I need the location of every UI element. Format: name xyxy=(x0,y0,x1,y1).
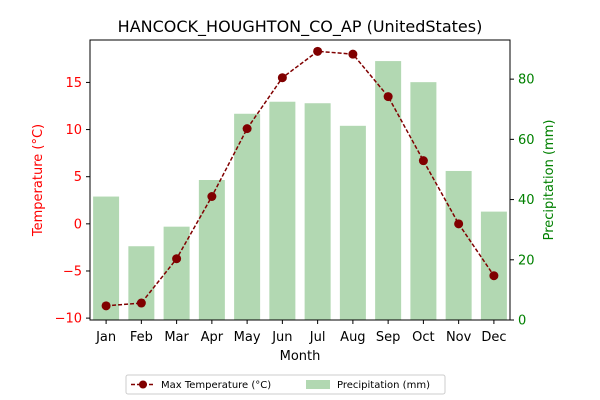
right-y-tick-label: 20 xyxy=(518,253,535,268)
right-y-tick-label: 80 xyxy=(518,73,535,88)
chart-title: HANCOCK_HOUGHTON_CO_AP (UnitedStates) xyxy=(118,17,483,37)
temperature-point-feb xyxy=(137,299,146,308)
x-tick-label: Jan xyxy=(95,330,116,345)
precip-bar-mar xyxy=(164,227,190,320)
left-y-tick-label: 15 xyxy=(65,76,82,91)
x-tick-label: May xyxy=(234,330,261,345)
left-y-axis: −10 −5 0 5 10 15 xyxy=(55,76,90,327)
legend-marker-swatch xyxy=(139,381,147,389)
precip-bar-apr xyxy=(199,180,225,320)
left-y-tick-label: −10 xyxy=(55,312,82,327)
precip-bar-feb xyxy=(128,246,154,320)
left-y-tick-label: 5 xyxy=(74,170,82,185)
precip-bar-oct xyxy=(410,82,436,320)
x-tick-label: Sep xyxy=(376,330,401,345)
x-tick-label: Dec xyxy=(481,330,506,345)
temperature-point-mar xyxy=(172,254,181,263)
right-y-tick-label: 60 xyxy=(518,133,535,148)
precip-bar-jun xyxy=(269,102,295,320)
legend-label-temperature: Max Temperature (°C) xyxy=(161,380,271,391)
temperature-point-sep xyxy=(384,92,393,101)
precip-bar-jul xyxy=(305,103,331,320)
left-axis-label: Temperature (°C) xyxy=(31,124,46,237)
precip-bar-dec xyxy=(481,212,507,320)
x-tick-label: Jul xyxy=(309,330,326,345)
temperature-point-may xyxy=(243,124,252,133)
line-layer xyxy=(102,47,499,311)
precip-bar-may xyxy=(234,114,260,320)
temperature-point-jan xyxy=(102,301,111,310)
legend-bar-swatch xyxy=(306,380,330,389)
temperature-point-dec xyxy=(489,271,498,280)
right-y-axis: 0 20 40 60 80 xyxy=(510,73,535,329)
x-tick-label: Nov xyxy=(446,330,472,345)
left-y-tick-label: 10 xyxy=(65,123,82,138)
legend-label-precipitation: Precipitation (mm) xyxy=(337,380,430,391)
x-tick-label: Jun xyxy=(271,330,292,345)
precip-bar-aug xyxy=(340,126,366,320)
temperature-point-oct xyxy=(419,156,428,165)
bars-layer xyxy=(93,61,507,320)
legend: Max Temperature (°C) Precipitation (mm) xyxy=(126,375,445,394)
right-y-tick-label: 40 xyxy=(518,193,535,208)
left-y-tick-label: −5 xyxy=(63,264,82,279)
temperature-point-nov xyxy=(454,219,463,228)
x-tick-label: Oct xyxy=(412,330,434,345)
x-tick-label: Feb xyxy=(130,330,153,345)
x-axis: Jan Feb Mar Apr May Jun Jul Aug Sep Oct Nov Dec xyxy=(95,320,506,345)
right-axis-label: Precipitation (mm) xyxy=(542,120,557,241)
temperature-point-aug xyxy=(348,50,357,59)
x-tick-label: Apr xyxy=(201,330,224,345)
x-axis-label: Month xyxy=(280,349,321,364)
precip-bar-nov xyxy=(446,171,472,320)
left-y-tick-label: 0 xyxy=(74,217,82,232)
temperature-point-jun xyxy=(278,73,287,82)
temperature-point-apr xyxy=(207,192,216,201)
x-tick-label: Mar xyxy=(164,330,189,345)
x-tick-label: Aug xyxy=(340,330,365,345)
right-y-tick-label: 0 xyxy=(518,314,526,329)
temperature-point-jul xyxy=(313,47,322,56)
